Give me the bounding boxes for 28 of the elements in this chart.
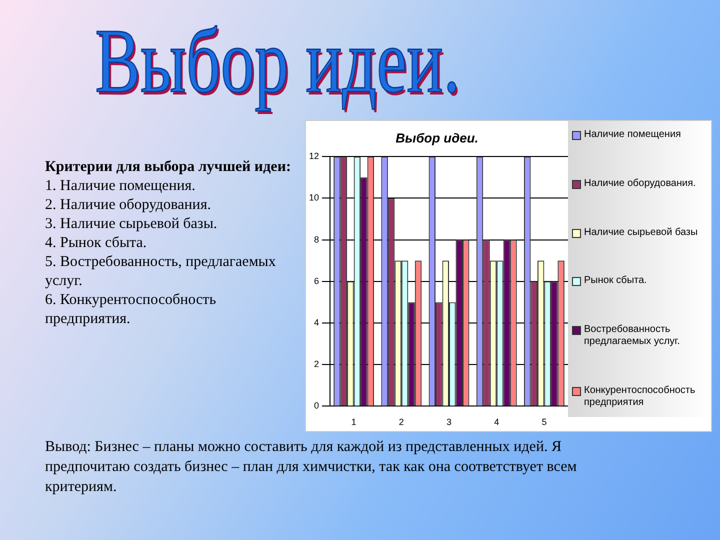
x-tick-label: 4 xyxy=(494,417,500,428)
y-tick-label: 10 xyxy=(308,192,320,203)
chart-title: Выбор идеи. xyxy=(396,130,478,146)
text: 5. Востребованность, предлагаемых услуг. xyxy=(45,253,277,291)
text: 4. Рынок сбыта. xyxy=(45,234,148,253)
text: Вывод: Бизнес – планы можно составить для каждой из представленных идей. Я предпочитаю создать бизнес – план для химчистки, так как она соответствует всем критериям. xyxy=(45,438,578,497)
text: 2. Наличие оборудования. xyxy=(45,196,212,215)
x-tick-label: 1 xyxy=(351,417,356,428)
y-tick-label: 6 xyxy=(314,276,320,286)
text: 6. Конкурентоспособность предприятия. xyxy=(45,291,218,329)
x-tick-label: 3 xyxy=(446,417,452,428)
text: 1. Наличие помещения. xyxy=(45,177,196,196)
y-tick-label: 12 xyxy=(308,151,320,162)
legend-label: Конкурентоспособность предприятия xyxy=(584,384,696,409)
legend-label: Наличие сырьевой базы xyxy=(584,226,698,239)
y-tick-label: 8 xyxy=(314,234,320,244)
text: 3. Наличие сырьевой базы. xyxy=(45,215,218,234)
y-tick-label: 2 xyxy=(314,359,320,370)
x-tick-label: 5 xyxy=(542,417,547,428)
legend-label: Наличие помещения xyxy=(584,129,681,141)
legend-label: Наличие оборудования. xyxy=(584,178,696,190)
legend-label: Востребованность предлагаемых услуг. xyxy=(584,324,681,348)
legend-label: Рынок сбыта. xyxy=(584,275,647,288)
text: Выбор идеи. xyxy=(95,8,460,114)
y-tick-label: 4 xyxy=(314,317,320,328)
y-tick-label: 0 xyxy=(314,400,320,411)
text: Критерии для выбора лучшей идеи: xyxy=(45,158,292,177)
x-tick-label: 2 xyxy=(398,417,404,428)
